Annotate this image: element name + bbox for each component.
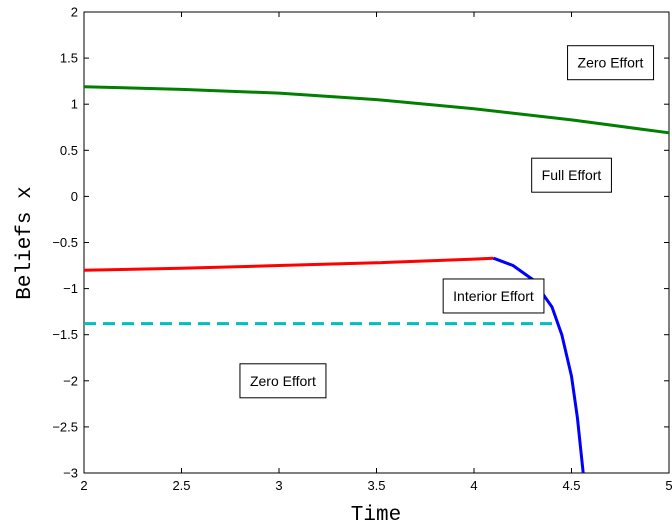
region-label-text: Zero Effort — [578, 55, 644, 71]
x-tick-label: 4.5 — [562, 478, 580, 493]
ticks: 2 2.5 3 3.5 4 4.5 5 −3 −2.5 −2 −1.5 −1 −0.5 0 0.5 1 1.5 2 — [52, 5, 672, 494]
x-tick-label: 3 — [275, 478, 282, 493]
x-tick-label: 4 — [470, 478, 477, 493]
region-label-text: Zero Effort — [250, 373, 316, 389]
region-label-text: Interior Effort — [453, 288, 534, 304]
y-tick-label: 1.5 — [60, 51, 78, 66]
plot-area — [83, 11, 670, 474]
x-tick-label: 5 — [665, 478, 672, 493]
y-axis-title: Beliefs x — [14, 186, 37, 299]
y-tick-label: 1 — [71, 97, 78, 112]
plot-frame — [83, 11, 670, 474]
region-label: Full Effort — [531, 157, 612, 193]
y-tick-label: −3 — [63, 466, 78, 481]
region-label: Zero Effort — [567, 45, 655, 81]
y-tick-label: 0.5 — [60, 143, 78, 158]
y-tick-label: −1 — [63, 281, 78, 296]
series-line-2 — [83, 256, 494, 272]
y-tick-label: 0 — [71, 189, 78, 204]
series-lines — [83, 85, 670, 474]
region-label: Zero Effort — [239, 363, 327, 399]
series-line-1 — [83, 85, 670, 135]
region-label: Interior Effort — [442, 278, 545, 314]
x-axis-title: Time — [351, 504, 401, 525]
region-label-text: Full Effort — [542, 167, 602, 183]
y-tick-label: −2.5 — [52, 419, 78, 434]
y-tick-label: −1.5 — [52, 327, 78, 342]
y-tick-label: −2 — [63, 373, 78, 388]
y-tick-label: −0.5 — [52, 235, 78, 250]
x-tick-label: 2.5 — [172, 478, 190, 493]
series-line-3 — [492, 256, 585, 474]
region-annotations: Zero Effort Full Effort Interior Effort Zer… — [239, 45, 655, 399]
region-label-box — [239, 363, 327, 399]
region-label-box — [531, 157, 612, 193]
x-tick-label: 3.5 — [367, 478, 385, 493]
y-tick-label: 2 — [71, 5, 78, 20]
region-label-box — [567, 45, 655, 81]
region-label-box — [442, 278, 545, 314]
x-tick-label: 2 — [80, 478, 87, 493]
